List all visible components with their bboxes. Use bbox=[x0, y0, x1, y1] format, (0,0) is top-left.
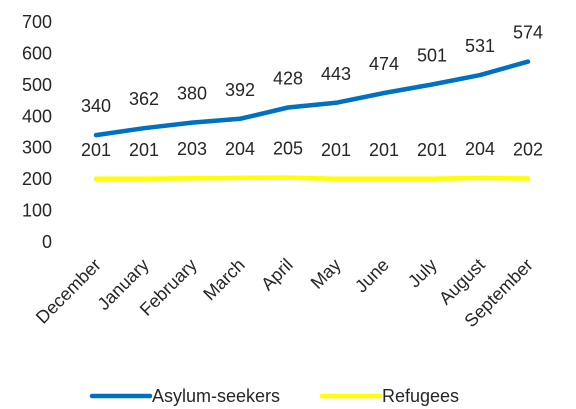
data-label: 204 bbox=[465, 139, 495, 159]
y-tick-label: 500 bbox=[22, 75, 52, 95]
data-label: 531 bbox=[465, 36, 495, 56]
y-tick-label: 700 bbox=[22, 12, 52, 32]
x-tick-label: July bbox=[404, 255, 441, 292]
y-tick-label: 400 bbox=[22, 106, 52, 126]
legend-label: Refugees bbox=[382, 386, 459, 406]
x-tick-label: March bbox=[199, 255, 249, 305]
data-label: 201 bbox=[129, 140, 159, 160]
x-tick-label: May bbox=[307, 255, 345, 293]
data-label: 202 bbox=[513, 140, 543, 160]
y-tick-label: 0 bbox=[42, 232, 52, 252]
data-labels: 340 362 380 392 428 443 474 501 531 574 201 201 203 2… bbox=[81, 23, 543, 160]
series-lines bbox=[93, 59, 531, 182]
x-tick-label: April bbox=[257, 255, 297, 295]
data-label: 340 bbox=[81, 96, 111, 116]
data-label: 203 bbox=[177, 139, 207, 159]
data-label: 205 bbox=[273, 139, 303, 159]
data-label: 501 bbox=[417, 46, 447, 66]
data-label: 362 bbox=[129, 89, 159, 109]
data-label: 474 bbox=[369, 54, 399, 74]
data-label: 204 bbox=[225, 139, 255, 159]
data-label: 201 bbox=[81, 140, 111, 160]
data-label: 428 bbox=[273, 68, 303, 88]
data-label: 201 bbox=[369, 140, 399, 160]
x-tick-label: June bbox=[351, 255, 393, 297]
y-axis: 0 100 200 300 400 500 600 700 bbox=[22, 12, 52, 252]
y-tick-label: 200 bbox=[22, 169, 52, 189]
data-label: 443 bbox=[321, 64, 351, 84]
data-label: 392 bbox=[225, 80, 255, 100]
y-tick-label: 100 bbox=[22, 201, 52, 221]
x-tick-label: December bbox=[32, 255, 105, 328]
legend: Asylum-seekers Refugees bbox=[89, 386, 459, 406]
data-label: 380 bbox=[177, 84, 207, 104]
data-label: 201 bbox=[417, 140, 447, 160]
data-label: 201 bbox=[321, 140, 351, 160]
y-tick-label: 300 bbox=[22, 138, 52, 158]
y-tick-label: 600 bbox=[22, 43, 52, 63]
series-line-refugees bbox=[93, 175, 531, 182]
legend-label: Asylum-seekers bbox=[152, 386, 280, 406]
data-label: 574 bbox=[513, 23, 543, 43]
series-line-asylum-seekers bbox=[93, 59, 531, 138]
